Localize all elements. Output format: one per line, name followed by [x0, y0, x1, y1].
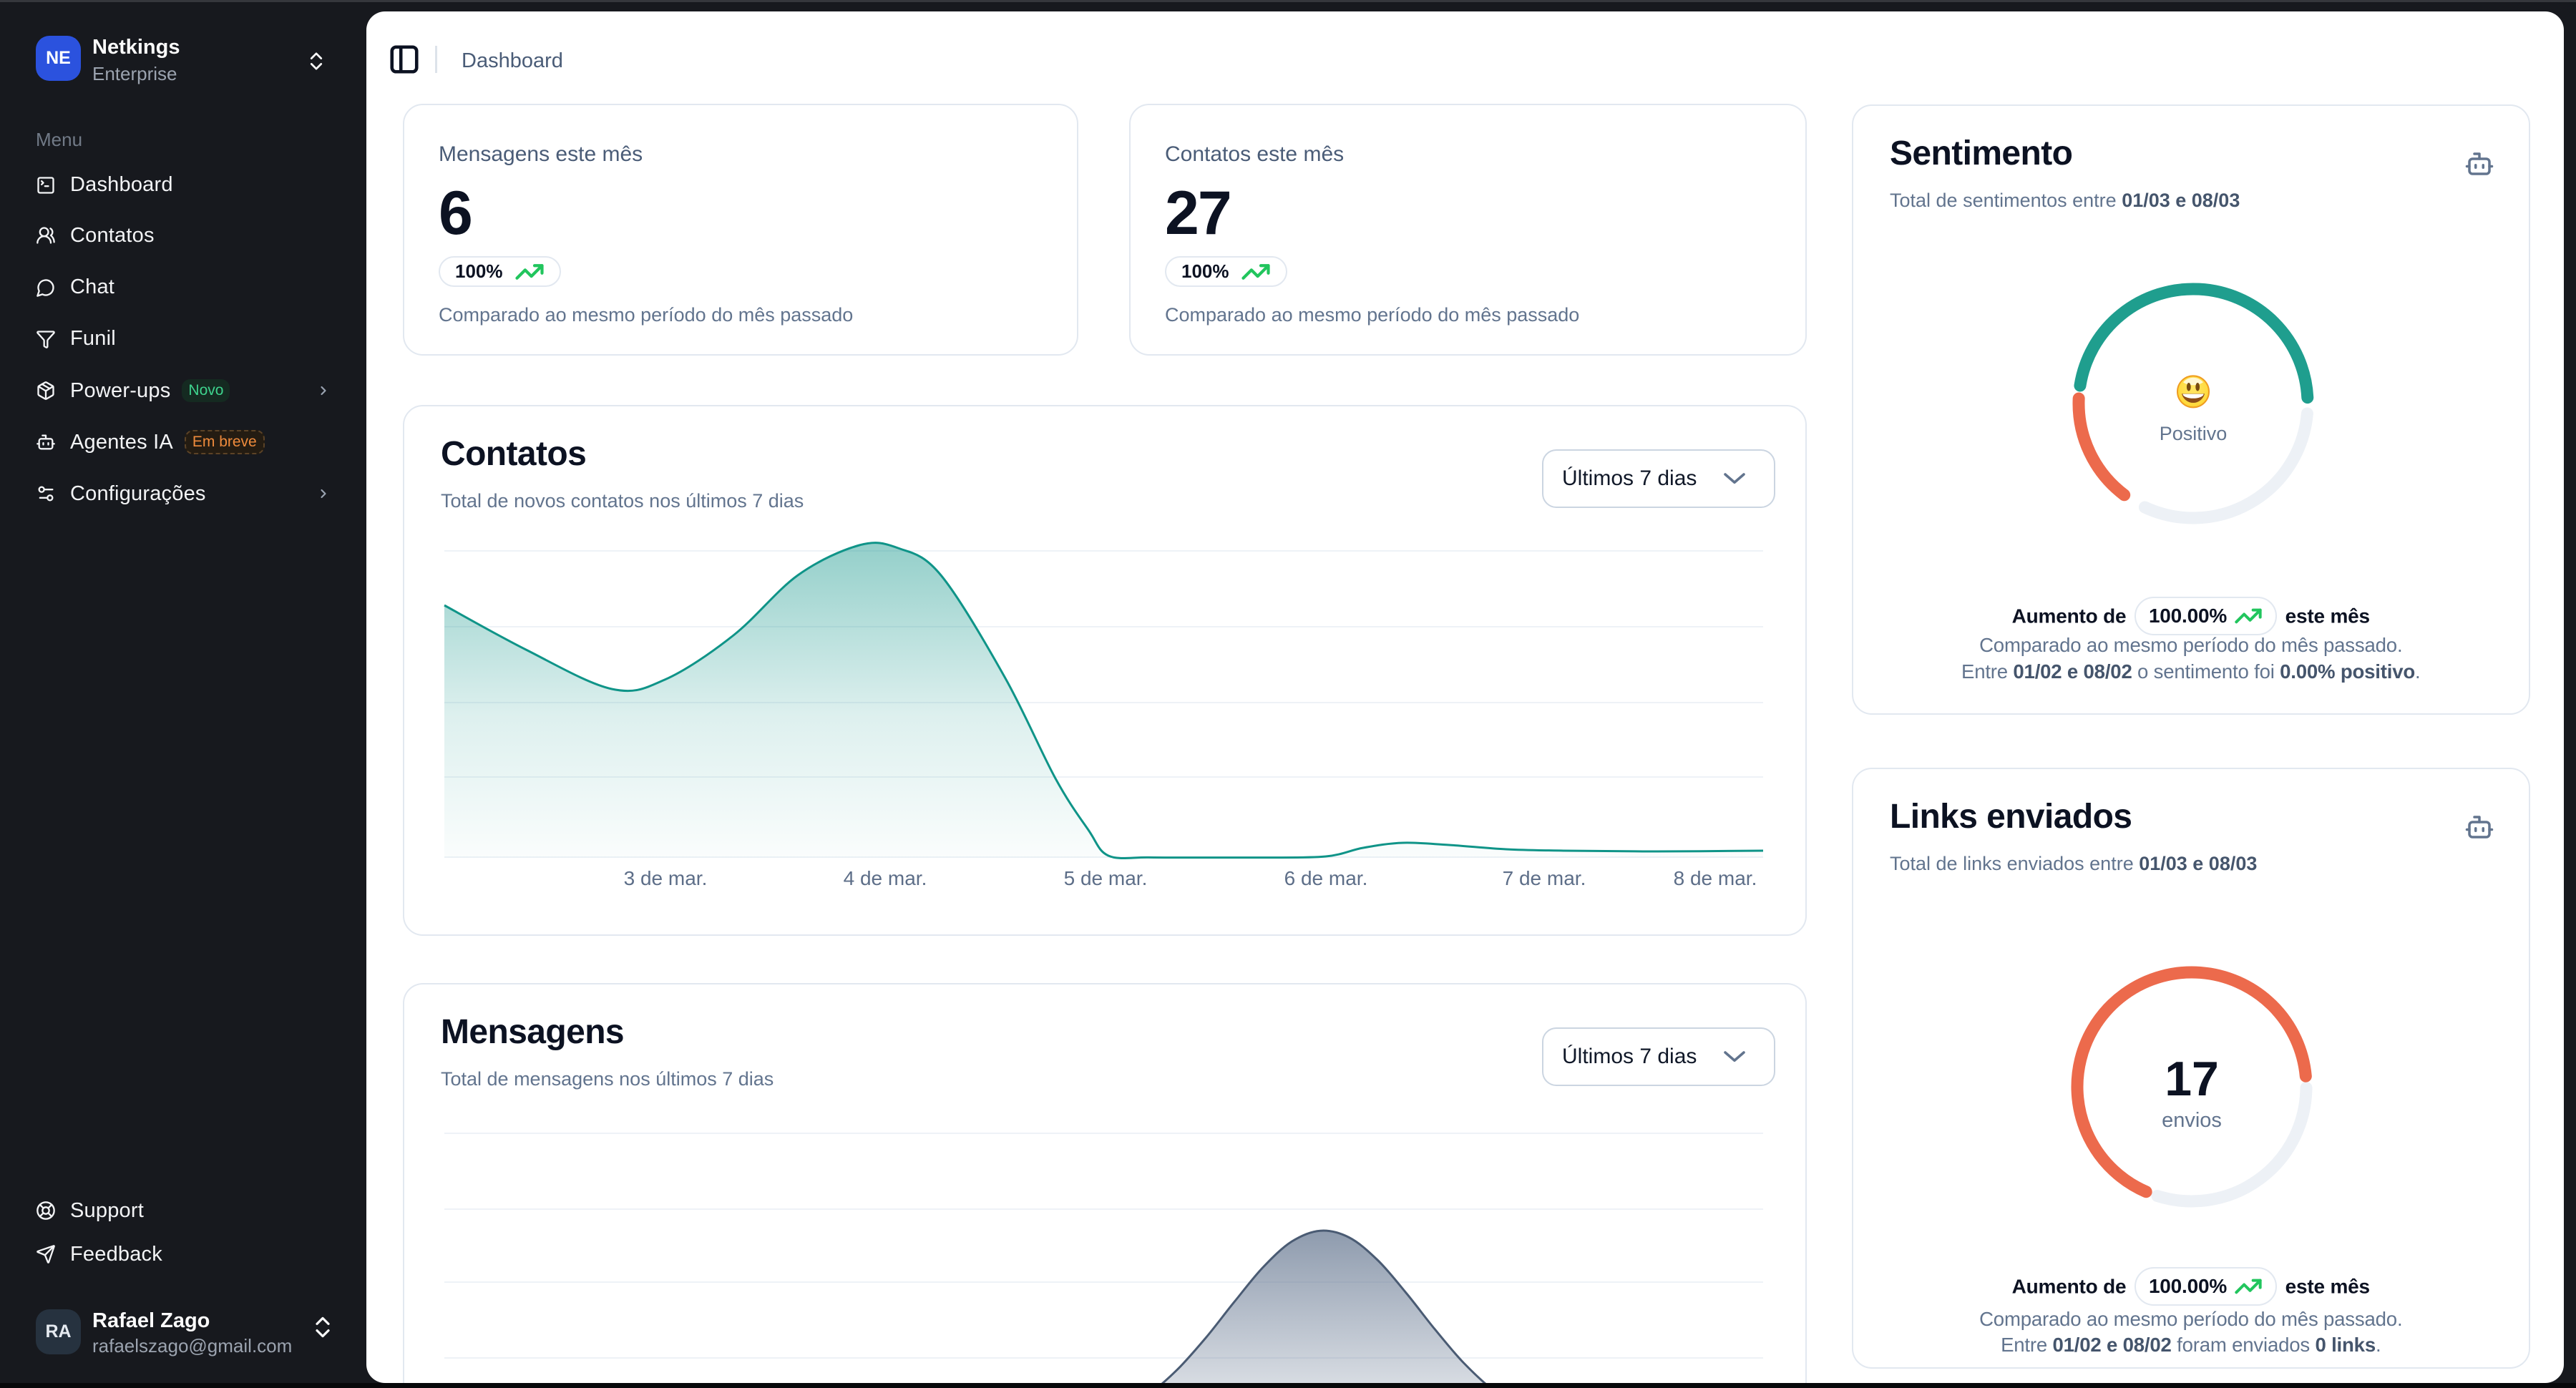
svg-text:envios: envios: [2162, 1109, 2222, 1132]
svg-text:Positivo: Positivo: [2160, 423, 2228, 444]
svg-text:17: 17: [2165, 1052, 2219, 1106]
